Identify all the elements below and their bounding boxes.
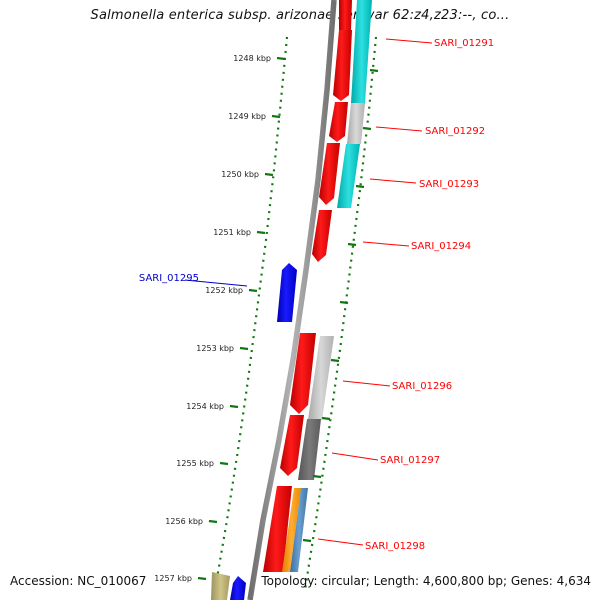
gene-label[interactable]: SARI_01292: [425, 126, 485, 137]
kbp-tick-mark: [239, 346, 249, 351]
outer-tick-mark: [321, 416, 331, 421]
accession-label: Accession: NC_010067: [10, 574, 147, 588]
gene-label-leader: [184, 279, 248, 287]
outer-tick-mark: [362, 126, 372, 131]
outer-tick-mark: [330, 358, 340, 363]
gene-feature[interactable]: [280, 415, 304, 476]
outer-dotted-guide: [303, 36, 378, 591]
outer-tick-mark: [339, 300, 349, 305]
kbp-tick-mark: [256, 230, 266, 235]
kbp-tick-mark: [197, 576, 207, 581]
map-title: Salmonella enterica subsp. arizonae sero…: [90, 8, 510, 23]
kbp-tick-layer: 1248 kbp 1249 kbp 1250 kbp 1251 kbp 1252 kbp…: [154, 54, 379, 583]
gene-feature[interactable]: [312, 210, 332, 262]
topology-summary: Topology: circular; Length: 4,600,800 bp…: [261, 574, 591, 588]
cog-feature: [308, 336, 334, 420]
gene-feature[interactable]: [263, 486, 292, 572]
kbp-tick-label: 1251 kbp: [213, 228, 251, 237]
cog-feature: [298, 419, 321, 480]
genome-backbone: [247, 0, 337, 600]
gene-label-leader: [317, 538, 364, 546]
gene-feature[interactable]: [277, 263, 297, 322]
inner-dotted-guide: [213, 36, 289, 591]
gene-label[interactable]: SARI_01298: [365, 541, 425, 552]
gene-label-leader: [369, 178, 417, 184]
outer-tick-mark: [355, 184, 365, 189]
kbp-tick-label: 1250 kbp: [221, 170, 259, 179]
gene-label-leader: [331, 452, 379, 461]
cog-feature: [351, 0, 372, 103]
kbp-tick-label: 1249 kbp: [228, 112, 266, 121]
kbp-tick-mark: [271, 114, 281, 119]
kbp-tick-mark: [219, 461, 229, 466]
cog-feature: [347, 103, 365, 144]
gene-label[interactable]: SARI_01295: [139, 273, 199, 284]
outer-tick-mark: [369, 68, 379, 73]
kbp-tick-label: 1257 kbp: [154, 574, 192, 583]
kbp-tick-mark: [264, 172, 274, 177]
gene-label[interactable]: SARI_01291: [434, 38, 494, 49]
gene-feature[interactable]: [290, 333, 316, 414]
kbp-tick-label: 1248 kbp: [233, 54, 271, 63]
gene-label-leader: [375, 126, 423, 132]
kbp-tick-label: 1254 kbp: [186, 402, 224, 411]
kbp-tick-mark: [276, 56, 286, 61]
outer-tick-mark: [312, 474, 322, 479]
kbp-tick-mark: [208, 519, 218, 524]
cog-feature: [211, 572, 230, 600]
gene-label-layer: SARI_01291 SARI_01292 SARI_01293 SARI_01294…: [139, 38, 494, 552]
gene-feature[interactable]: [333, 30, 352, 101]
kbp-tick-mark: [229, 404, 239, 409]
gene-feature[interactable]: [339, 0, 352, 30]
outer-tick-mark: [302, 538, 312, 543]
kbp-tick-label: 1253 kbp: [196, 344, 234, 353]
gene-label[interactable]: SARI_01297: [380, 455, 440, 466]
gene-label[interactable]: SARI_01293: [419, 179, 479, 190]
gene-label-leader: [362, 241, 410, 247]
cog-feature: [290, 488, 308, 572]
outer-tick-mark: [347, 242, 357, 247]
kbp-tick-mark: [248, 288, 258, 293]
gene-label-leader: [385, 38, 433, 44]
kbp-tick-label: 1256 kbp: [165, 517, 203, 526]
kbp-tick-label: 1252 kbp: [205, 286, 243, 295]
gene-feature[interactable]: [230, 576, 246, 600]
gene-feature[interactable]: [319, 143, 340, 205]
cog-feature: [282, 488, 301, 572]
kbp-tick-label: 1255 kbp: [176, 459, 214, 468]
cog-feature: [337, 144, 360, 208]
gene-feature[interactable]: [329, 102, 348, 142]
gene-label-leader: [342, 380, 391, 387]
gene-label[interactable]: SARI_01296: [392, 381, 452, 392]
gene-label[interactable]: SARI_01294: [411, 241, 471, 252]
